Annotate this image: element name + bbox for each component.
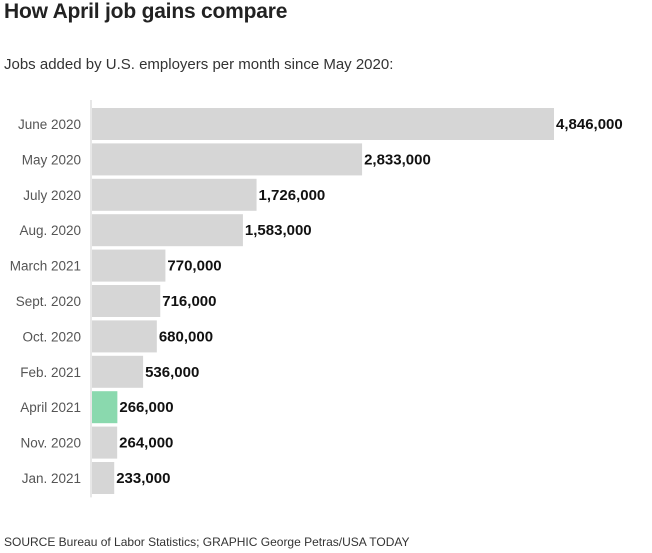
value-label-may-2020: 2,833,000 — [364, 151, 431, 168]
category-label-june-2020: June 2020 — [18, 117, 81, 132]
bar-aug-2020 — [92, 214, 243, 247]
bar-sept-2020 — [92, 285, 161, 317]
bar-nov-2020 — [92, 426, 118, 459]
bar-chart: June 2020 4,846,000 May 2020 2,833,000 July … — [10, 100, 623, 498]
value-label-nov-2020: 264,000 — [119, 435, 173, 452]
value-label-july-2020: 1,726,000 — [259, 187, 326, 204]
value-label-sept-2020: 716,000 — [162, 293, 216, 310]
bar-march-2021 — [92, 249, 166, 282]
value-label-oct-2020: 680,000 — [159, 328, 213, 345]
value-label-feb-2021: 536,000 — [145, 364, 199, 381]
source-credit: SOURCE Bureau of Labor Statistics; GRAPH… — [4, 535, 410, 549]
bar-oct-2020 — [92, 320, 157, 353]
category-label-april-2021: April 2021 — [20, 400, 81, 415]
value-label-jan-2021: 233,000 — [116, 470, 170, 487]
value-label-june-2020: 4,846,000 — [556, 116, 623, 133]
category-label-oct-2020: Oct. 2020 — [22, 329, 81, 344]
category-label-march-2021: March 2021 — [10, 259, 81, 274]
bar-april-2021 — [92, 391, 118, 424]
category-label-feb-2021: Feb. 2021 — [20, 365, 81, 380]
category-label-jan-2021: Jan. 2021 — [22, 471, 81, 486]
category-label-july-2020: July 2020 — [23, 188, 81, 203]
bar-may-2020 — [92, 143, 363, 176]
category-label-sept-2020: Sept. 2020 — [16, 294, 81, 309]
chart-subtitle: Jobs added by U.S. employers per month s… — [4, 56, 394, 73]
value-label-march-2021: 770,000 — [167, 258, 221, 275]
bar-feb-2021 — [92, 355, 144, 388]
category-label-may-2020: May 2020 — [22, 152, 81, 167]
bar-june-2020 — [92, 108, 554, 140]
bar-jan-2021 — [92, 462, 115, 494]
value-label-aug-2020: 1,583,000 — [245, 222, 312, 239]
chart-title: How April job gains compare — [4, 0, 288, 23]
bar-july-2020 — [92, 178, 257, 211]
category-label-nov-2020: Nov. 2020 — [20, 436, 81, 451]
category-label-aug-2020: Aug. 2020 — [19, 223, 81, 238]
value-label-april-2021: 266,000 — [119, 399, 173, 416]
